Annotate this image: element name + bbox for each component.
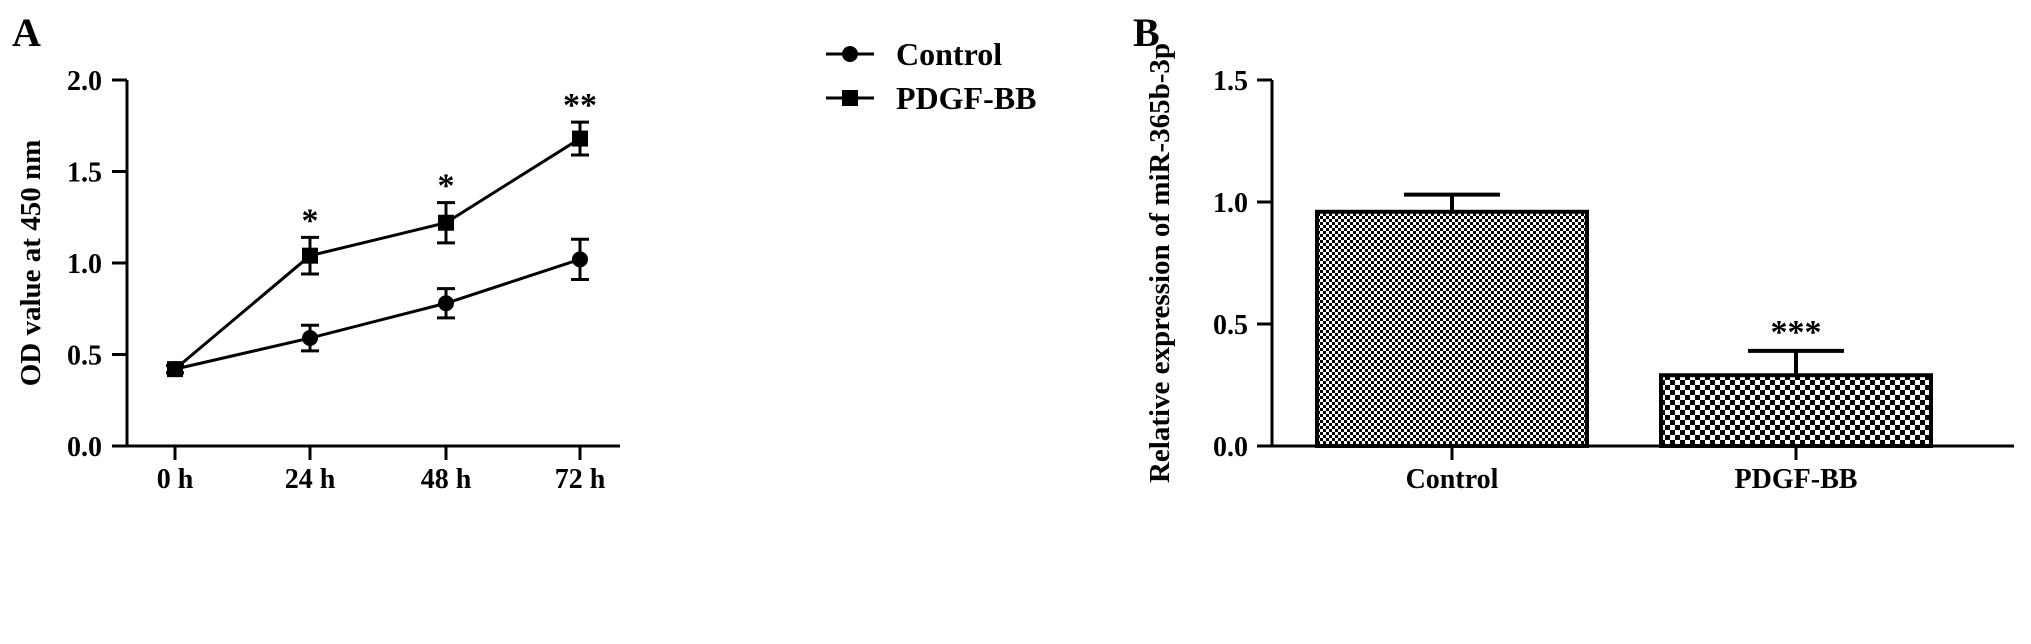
x-tick-label: 48 h xyxy=(421,464,472,495)
y-tick-label: 0.0 xyxy=(67,432,102,463)
panel-b-x-ticks: Control PDGF-BB xyxy=(1406,446,1858,495)
panel-b-bars: *** xyxy=(1315,192,1933,448)
y-tick-label: 1.5 xyxy=(1213,66,1248,97)
panel-b-letter: B xyxy=(1133,10,1160,55)
significance-marker: *** xyxy=(1771,314,1822,351)
x-tick-label: PDGF-BB xyxy=(1735,464,1858,495)
significance-marker: * xyxy=(438,168,455,205)
panel-a-x-ticks: 0 h 24 h 48 h 72 h xyxy=(157,446,606,495)
x-tick-label: 0 h xyxy=(157,464,194,495)
data-point-pdgf xyxy=(167,361,183,378)
panel-a-legend: Control PDGF-BB xyxy=(826,36,1036,116)
data-point-pdgf xyxy=(572,130,588,147)
y-tick-label: 2.0 xyxy=(67,66,102,97)
panel-b-y-ticks: 0.0 0.5 1.0 1.5 xyxy=(1213,66,1272,463)
series-line-pdgf xyxy=(174,137,581,371)
legend-pdgf-label: PDGF-BB xyxy=(896,80,1036,116)
panel-a-y-axis-title: OD value at 450 nm xyxy=(15,140,47,387)
x-tick-label: 24 h xyxy=(285,464,336,495)
panel-b-y-axis-title: Relative expression of miR-365b-3p xyxy=(1144,43,1176,483)
panel-b-bar-chart: 0.0 0.5 1.0 1.5 *** Control PDGF-BB Relative… xyxy=(1144,43,2014,495)
y-tick-label: 1.0 xyxy=(67,249,102,280)
legend-pdgf-square-marker xyxy=(842,90,858,106)
legend-control-label: Control xyxy=(896,36,1002,72)
bar-pdgf xyxy=(1659,373,1933,448)
panel-a-letter: A xyxy=(12,10,41,55)
x-tick-label: Control xyxy=(1406,464,1499,495)
y-tick-label: 0.5 xyxy=(67,341,102,372)
series-line-control xyxy=(174,257,581,371)
data-point-control xyxy=(438,295,454,312)
panel-a-line-chart: 0.00.51.01.52.0 0 h 24 h 48 h 72 h **** OD … xyxy=(15,36,1036,495)
data-point-control xyxy=(572,251,588,268)
panel-a-y-ticks: 0.0 0.5 1.0 1.5 2.0 xyxy=(67,66,127,463)
panel-a-series: **** xyxy=(166,87,597,378)
data-point-pdgf xyxy=(302,247,318,264)
significance-marker: * xyxy=(302,202,319,239)
y-tick-label: 1.0 xyxy=(1213,188,1248,219)
data-point-control xyxy=(302,330,318,347)
significance-marker: ** xyxy=(563,87,597,124)
legend-control-circle-marker xyxy=(842,46,858,62)
bar-control xyxy=(1315,209,1589,448)
data-point-pdgf xyxy=(438,214,454,231)
x-tick-label: 72 h xyxy=(555,464,606,495)
y-tick-label: 1.5 xyxy=(67,158,102,189)
y-tick-label: 0.0 xyxy=(1213,432,1248,463)
y-tick-label: 0.5 xyxy=(1213,310,1248,341)
